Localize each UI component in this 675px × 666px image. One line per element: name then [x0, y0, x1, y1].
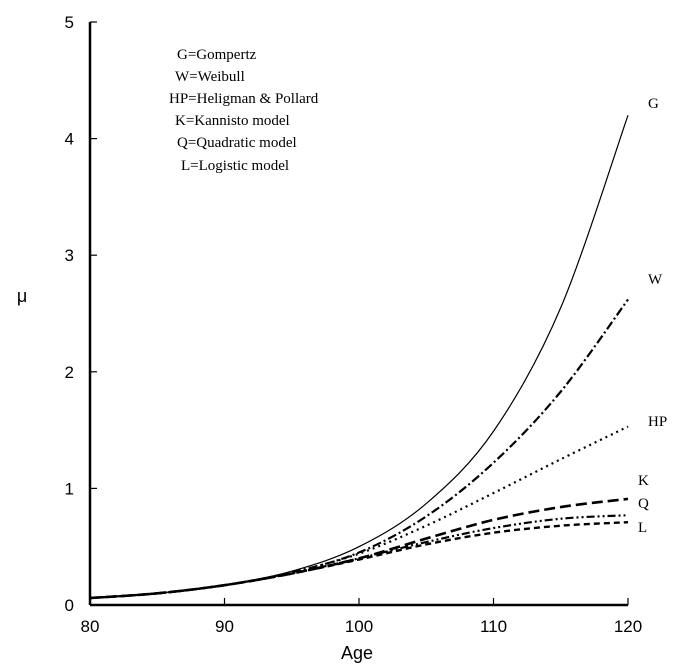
series-labels: G W HP KQL [638, 96, 667, 536]
y-tick-label: 0 [65, 596, 74, 615]
legend-item: HP=Heligman & Pollard [169, 91, 319, 107]
y-tick-label: 3 [65, 246, 74, 265]
x-tick-label: 80 [81, 617, 100, 636]
series-line-l [89, 521, 629, 600]
y-tick-label: 1 [65, 479, 74, 498]
y-tick-label: 2 [65, 363, 74, 382]
series-line-g [89, 115, 629, 599]
series-line-k [89, 497, 629, 600]
series-line-w [89, 298, 629, 600]
legend: G=Gompertz W=Weibull HP=Heligman & Pollard… [169, 47, 319, 174]
series-label-q: Q [638, 496, 649, 512]
legend-item: Q=Quadratic model [177, 135, 297, 151]
x-tick-label: 110 [480, 617, 507, 636]
y-tick-label: 5 [65, 13, 74, 32]
plot-area [89, 115, 629, 600]
series-label-k: K [638, 473, 649, 489]
legend-item: K=Kannisto model [175, 113, 290, 129]
x-tick-label: 100 [345, 617, 373, 636]
legend-item: L=Logistic model [181, 158, 289, 174]
x-tick-label: 90 [215, 617, 234, 636]
x-axis-title: Age [341, 643, 373, 663]
series-label-l: L [638, 520, 647, 536]
series-label-g: G [648, 96, 659, 112]
y-axis-title: μ [17, 286, 27, 306]
x-tick-label: 120 [614, 617, 642, 636]
axes: 80 90 100 110 120 0 1 2 3 4 5 Age μ [17, 13, 642, 663]
series-label-hp: HP [648, 414, 667, 430]
y-tick-label: 4 [65, 130, 74, 149]
series-line-hp [89, 425, 629, 600]
legend-item: W=Weibull [175, 69, 245, 85]
series-label-w: W [648, 272, 663, 288]
legend-item: G=Gompertz [177, 47, 257, 63]
